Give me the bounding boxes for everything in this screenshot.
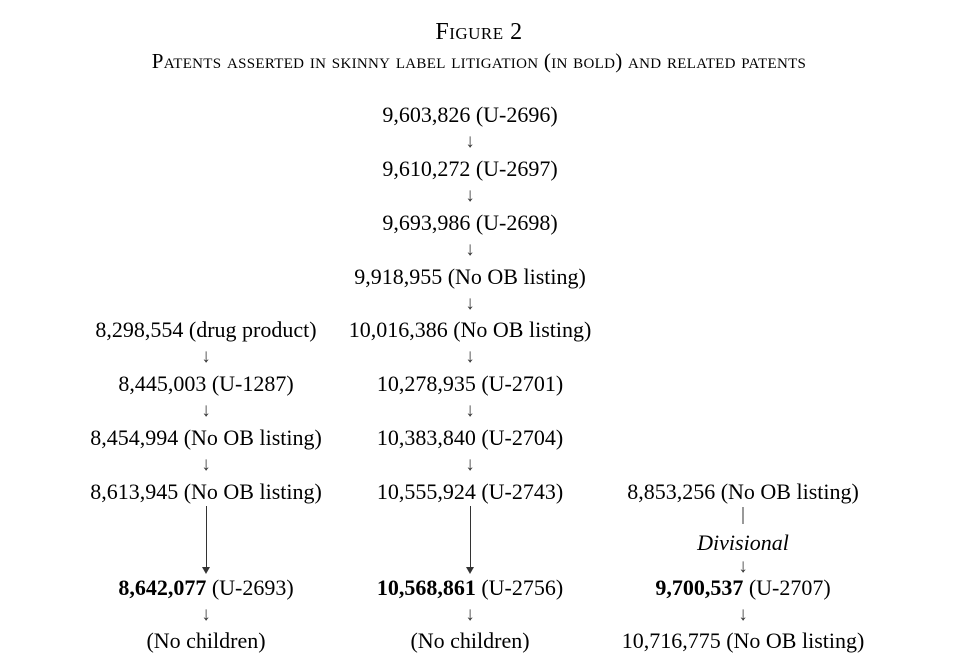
down-arrow-icon: ↓: [201, 604, 211, 625]
patent-text: 9,610,272 (U-2697): [382, 156, 558, 181]
patent-text: 9,918,955 (No OB listing): [354, 264, 586, 289]
patent-node: 10,383,840 (U-2704): [377, 425, 563, 451]
down-arrow-icon: ↓: [465, 604, 475, 625]
patent-text: 10,016,386 (No OB listing): [348, 317, 592, 342]
asserted-patent-number: 8,642,077: [118, 575, 207, 600]
patent-text: 8,298,554 (drug product): [95, 317, 317, 342]
patent-node: 10,716,775 (No OB listing): [622, 628, 865, 654]
patent-text: 8,613,945 (No OB listing): [90, 479, 322, 504]
down-arrow-icon: ↓: [201, 400, 211, 421]
patent-text: 9,693,986 (U-2698): [382, 210, 558, 235]
asserted-patent-node: 9,700,537 (U-2707): [655, 575, 830, 601]
patent-text: 8,445,003 (U-1287): [118, 371, 294, 396]
figure-subtitle: Patents asserted in skinny label litigat…: [151, 49, 807, 73]
patent-node: 10,555,924 (U-2743): [377, 479, 563, 505]
arrow-stem: [206, 506, 207, 568]
down-arrow-icon: ↓: [738, 604, 748, 625]
patent-text: 10,716,775 (No OB listing): [621, 628, 865, 653]
down-arrow-icon: ↓: [465, 239, 475, 260]
down-arrow-icon: ↓: [465, 454, 475, 475]
patent-node: 8,454,994 (No OB listing): [90, 425, 322, 451]
long-down-arrow-icon: [464, 506, 476, 574]
patent-node: 10,278,935 (U-2701): [377, 371, 563, 397]
patent-text: 10,555,924 (U-2743): [376, 479, 564, 504]
connector-line: [742, 507, 744, 524]
figure-title: Figure 2: [435, 19, 523, 45]
patent-node: 8,853,256 (No OB listing): [627, 479, 859, 505]
patent-text: 10,278,935 (U-2701): [376, 371, 564, 396]
patent-text: (U-2707): [743, 575, 831, 600]
asserted-patent-node: 10,568,861 (U-2756): [377, 575, 563, 601]
patent-node: 8,613,945 (No OB listing): [90, 479, 322, 505]
patent-text: (U-2756): [475, 575, 564, 600]
patent-node: 10,016,386 (No OB listing): [349, 317, 592, 343]
down-arrow-icon: ↓: [465, 400, 475, 421]
patent-text: (No children): [410, 628, 530, 653]
no-children-node: (No children): [410, 628, 529, 654]
patent-node: 9,603,826 (U-2696): [382, 102, 557, 128]
down-arrow-icon: ↓: [465, 293, 475, 314]
patent-text: 10,383,840 (U-2704): [376, 425, 564, 450]
down-arrow-icon: ↓: [465, 185, 475, 206]
patent-node: 8,445,003 (U-1287): [118, 371, 293, 397]
patent-text: 8,853,256 (No OB listing): [627, 479, 859, 504]
patent-node: 9,918,955 (No OB listing): [354, 264, 586, 290]
down-arrow-icon: ↓: [201, 454, 211, 475]
down-arrow-icon: ↓: [465, 346, 475, 367]
patent-text: (No children): [146, 628, 266, 653]
arrow-head: [466, 567, 474, 574]
down-arrow-icon: ↓: [465, 131, 475, 152]
patent-node: 8,298,554 (drug product): [95, 317, 316, 343]
down-arrow-icon: ↓: [201, 346, 211, 367]
patent-node: 9,610,272 (U-2697): [382, 156, 557, 182]
arrow-stem: [470, 506, 471, 568]
patent-node: 9,693,986 (U-2698): [382, 210, 557, 236]
divisional-label: Divisional: [697, 530, 789, 555]
asserted-patent-node: 8,642,077 (U-2693): [118, 575, 293, 601]
long-down-arrow-icon: [200, 506, 212, 574]
arrow-head: [202, 567, 210, 574]
asserted-patent-number: 10,568,861: [376, 575, 476, 600]
patent-text: 9,603,826 (U-2696): [382, 102, 558, 127]
patent-text: (U-2693): [206, 575, 294, 600]
down-arrow-icon: ↓: [738, 556, 748, 577]
no-children-node: (No children): [146, 628, 265, 654]
asserted-patent-number: 9,700,537: [655, 575, 744, 600]
patent-text: 8,454,994 (No OB listing): [90, 425, 322, 450]
